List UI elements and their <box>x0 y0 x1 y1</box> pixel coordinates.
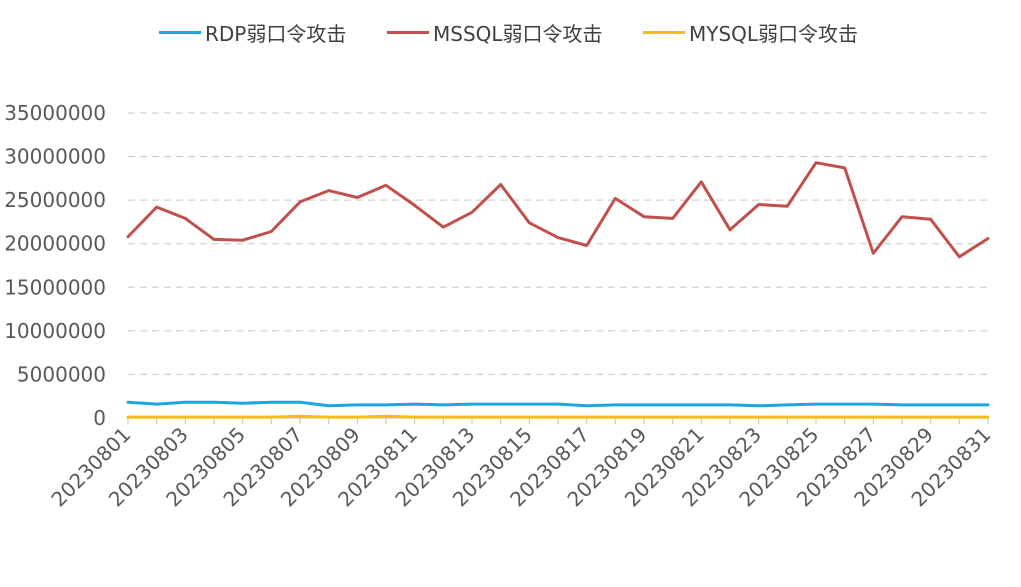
y-axis-ticks: 0 5000000 10000000 15000000 20000000 25000000… <box>4 101 106 430</box>
y-tick-label: 15000000 <box>4 275 106 299</box>
legend-label-mssql: MSSQL弱口令攻击 <box>433 21 603 46</box>
y-tick-label: 0 <box>93 406 106 430</box>
legend-label-mysql: MYSQL弱口令攻击 <box>689 21 859 46</box>
y-tick-label: 30000000 <box>4 145 106 169</box>
legend-swatch-mysql <box>643 30 685 34</box>
y-tick-label: 10000000 <box>4 319 106 343</box>
x-axis: 2023080120230803202308052023080720230809… <box>46 417 995 511</box>
series-line-mssql <box>126 161 990 259</box>
legend-item-mssql: MSSQL弱口令攻击 <box>387 18 603 46</box>
legend-label-rdp: RDP弱口令攻击 <box>205 21 347 46</box>
legend-swatch-mssql <box>387 30 429 34</box>
y-tick-label: 35000000 <box>4 101 106 125</box>
series-line-mysql <box>126 414 990 419</box>
legend-item-mysql: MYSQL弱口令攻击 <box>643 18 858 46</box>
gridlines <box>128 112 988 375</box>
series-lines <box>126 161 990 419</box>
y-tick-label: 20000000 <box>4 232 106 256</box>
legend-item-rdp: RDP弱口令攻击 <box>159 18 346 46</box>
legend-swatch-rdp <box>159 30 201 34</box>
chart-legend: RDP弱口令攻击 MSSQL弱口令攻击 MYSQL弱口令攻击 <box>0 18 1021 46</box>
series-line-rdp <box>126 400 990 408</box>
y-tick-label: 25000000 <box>4 188 106 212</box>
y-tick-label: 5000000 <box>17 362 106 386</box>
